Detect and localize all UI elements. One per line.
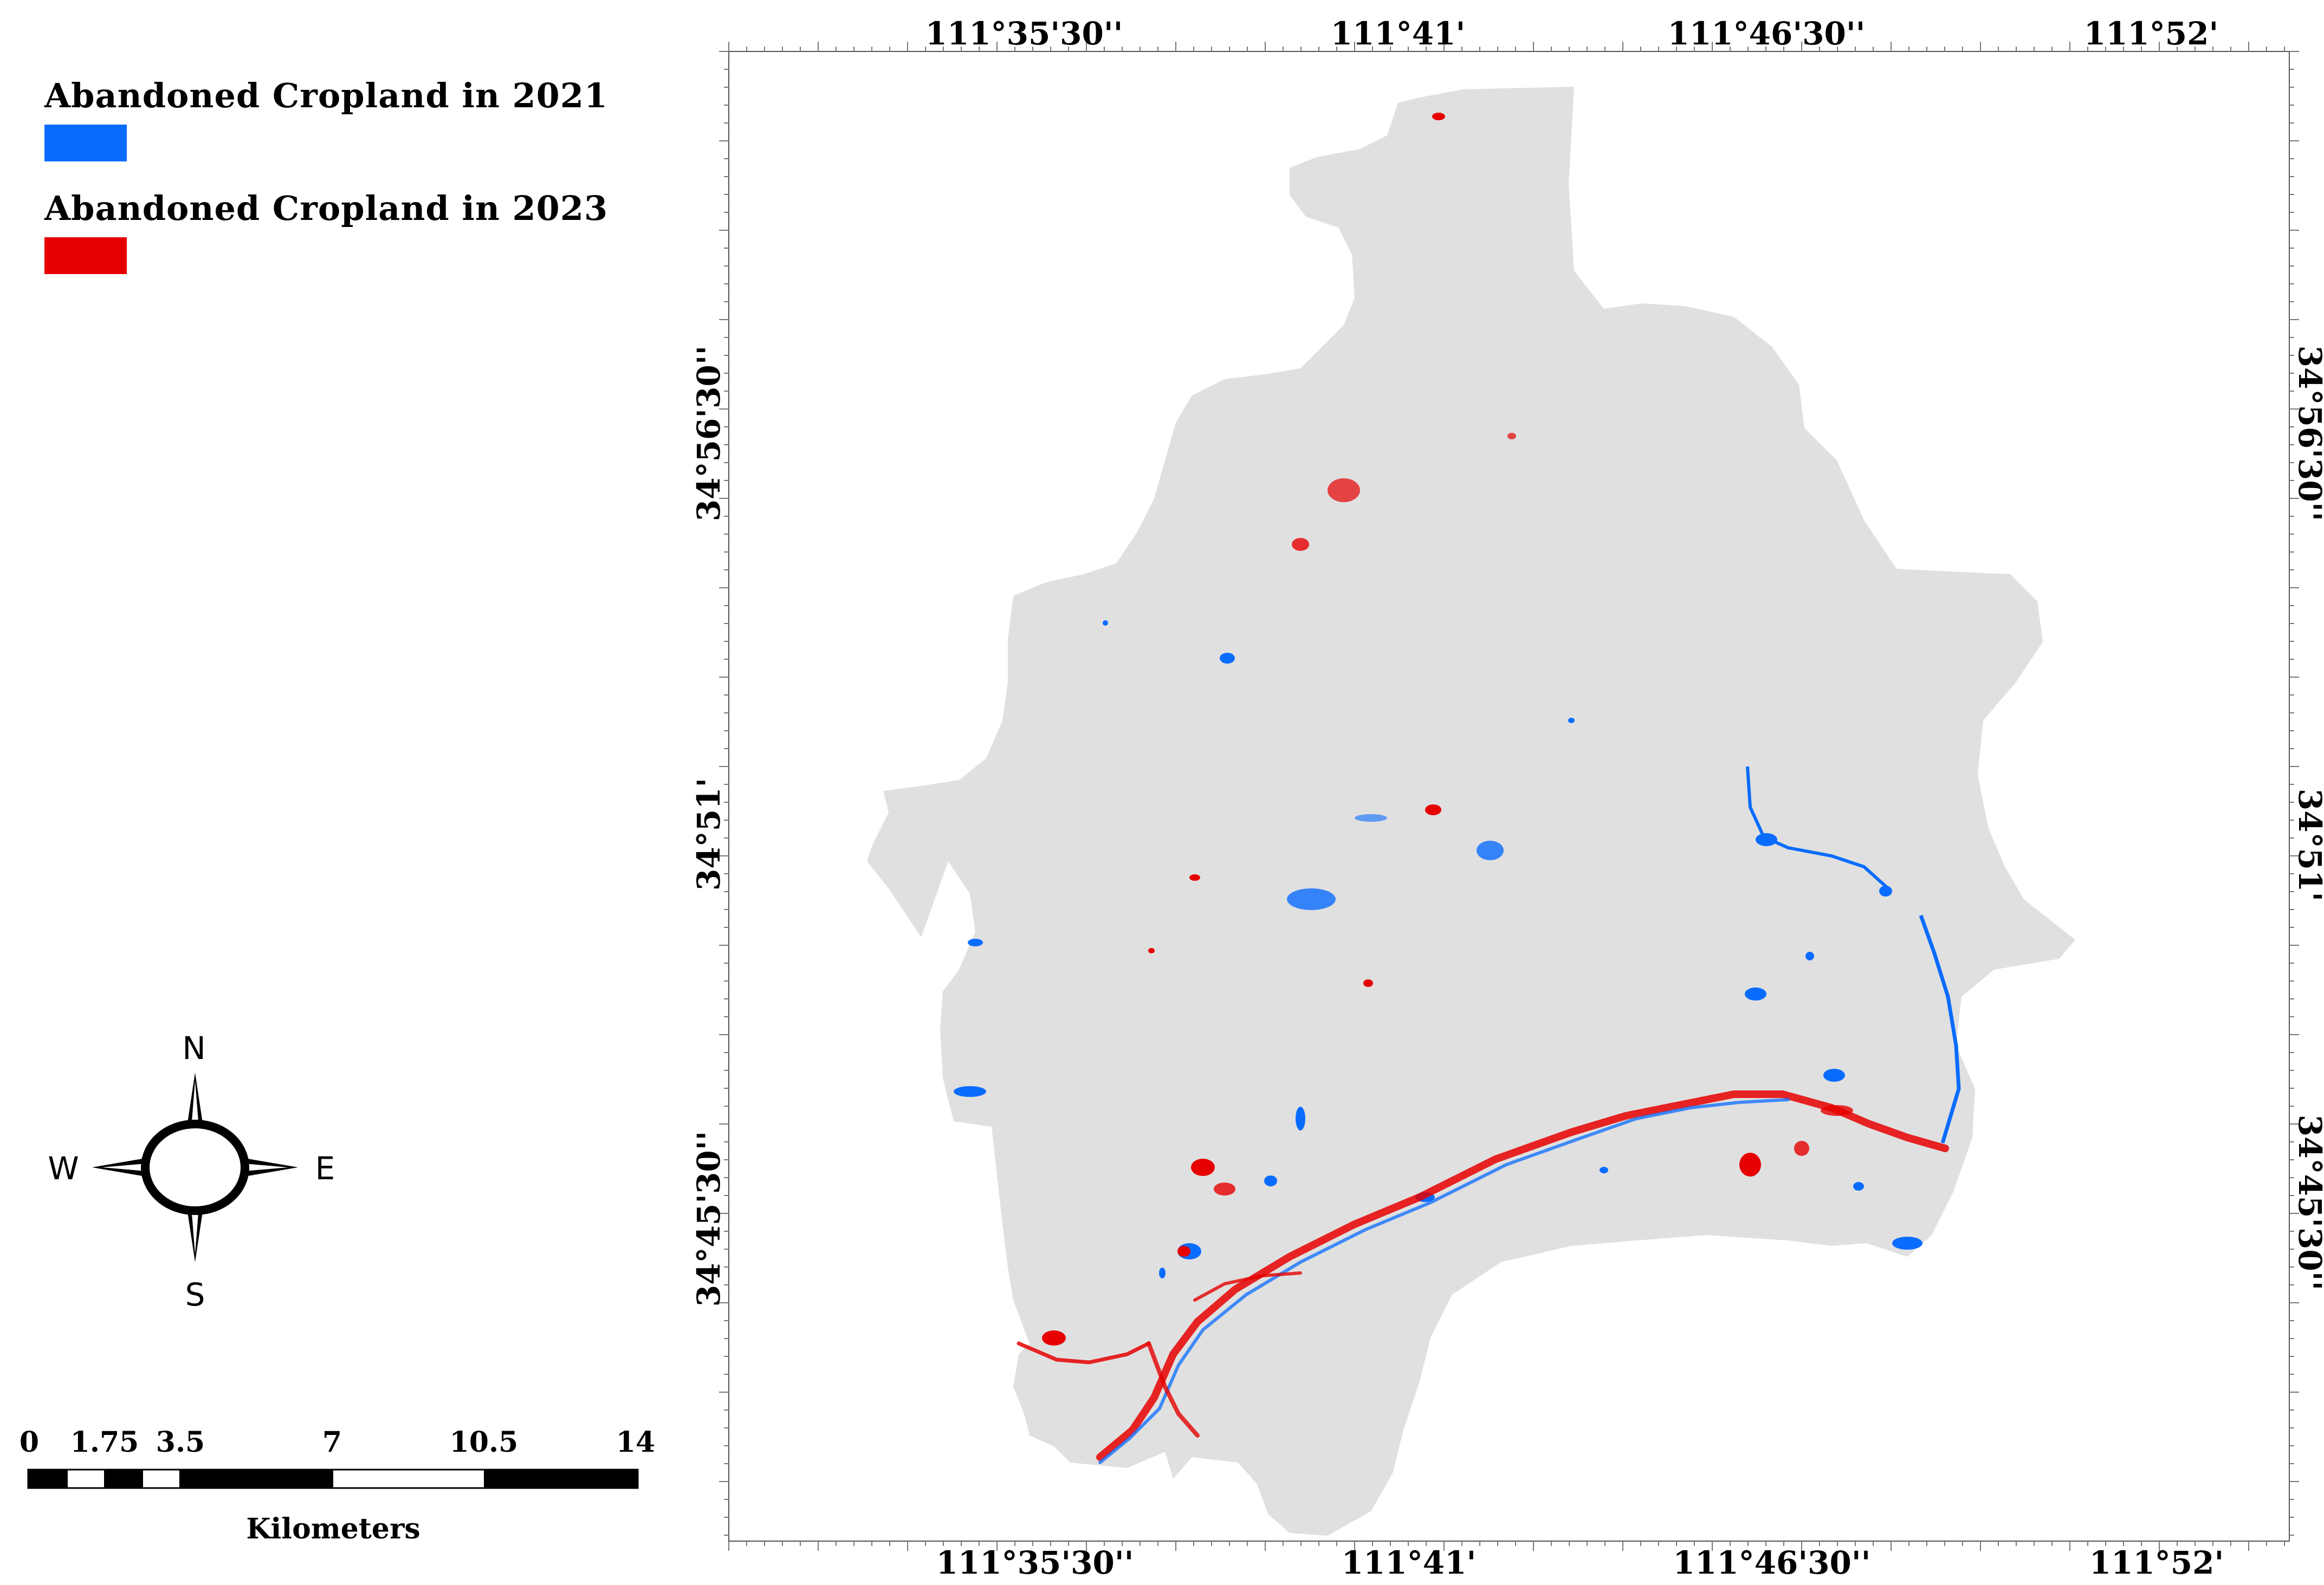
- compass-label-south: S: [185, 1276, 205, 1313]
- scale-bar-segment: [484, 1470, 638, 1488]
- red-patch: [1425, 804, 1441, 815]
- frame-ticks: [719, 42, 2299, 1551]
- compass-label-north: N: [182, 1030, 205, 1067]
- scale-bar-unit: Kilometers: [246, 1512, 420, 1545]
- red-patch: [1794, 1141, 1809, 1156]
- blue-patch: [1879, 886, 1892, 897]
- red-patch: [1214, 1183, 1235, 1196]
- blue-patch: [1892, 1237, 1922, 1250]
- compass-label-west: W: [48, 1150, 79, 1187]
- legend-swatch-2023: [44, 237, 127, 274]
- tick-label-top: 111°52': [2084, 15, 2219, 52]
- blue-stream-channel: [1746, 766, 1893, 893]
- scale-bar-segment: [104, 1470, 143, 1488]
- tick-label-top: 111°41': [1331, 15, 1466, 52]
- blue-patch: [1296, 1107, 1305, 1131]
- blue-patch: [1853, 1182, 1864, 1191]
- red-patch: [1177, 1246, 1190, 1257]
- blue-patch: [1103, 620, 1108, 626]
- blue-patch: [968, 939, 983, 946]
- river-blue: [1098, 1098, 1790, 1464]
- red-patch: [1507, 433, 1516, 439]
- compass-rose: N S E W: [48, 1030, 335, 1313]
- blue-patch: [1264, 1175, 1277, 1186]
- scale-bar-segment: [28, 1470, 68, 1488]
- blue-patch: [1287, 888, 1336, 910]
- blue-patch: [1159, 1268, 1166, 1278]
- blue-patch: [1477, 841, 1504, 860]
- study-area-region: [867, 87, 2075, 1536]
- abandoned-2023-patches: [1042, 113, 1853, 1346]
- legend-label-2021: Abandoned Cropland in 2021: [44, 76, 608, 115]
- legend-swatch-2021: [44, 125, 127, 161]
- blue-patch: [1756, 833, 1777, 846]
- compass-label-east: E: [315, 1150, 335, 1187]
- scale-bar-tick-label: 1.75: [70, 1426, 139, 1459]
- river-corridor: [1017, 1090, 1949, 1464]
- tick-label-top: 111°46'30'': [1668, 15, 1866, 52]
- graticule-bottom-labels: 111°35'30'' 111°41' 111°46'30'' 111°52': [936, 1544, 2224, 1581]
- tick-label-left: 34°45'30'': [690, 1131, 727, 1307]
- scale-bar-tick-label: 3.5: [156, 1426, 205, 1459]
- blue-patch: [1805, 952, 1814, 960]
- red-patch: [1432, 113, 1445, 120]
- tick-label-bottom: 111°52': [2089, 1544, 2224, 1581]
- red-patch: [1189, 874, 1200, 881]
- tick-label-right: 34°51': [2291, 789, 2324, 901]
- red-patch: [1292, 538, 1309, 551]
- red-patch: [1739, 1153, 1761, 1177]
- red-patch: [1328, 478, 1360, 502]
- red-patch: [1363, 979, 1373, 987]
- red-patch: [1148, 948, 1155, 953]
- scale-bar-segment: [179, 1470, 333, 1488]
- tick-label-bottom: 111°35'30'': [936, 1544, 1134, 1581]
- graticule-left-labels: 34°56'30'' 34°51' 34°45'30'': [690, 346, 727, 1307]
- red-patch: [1042, 1330, 1066, 1346]
- blue-patch: [954, 1086, 986, 1097]
- scale-bar-tick-label: 0: [20, 1426, 39, 1459]
- abandoned-2021-patches: [954, 620, 1961, 1278]
- compass-needle-west-inner: [102, 1164, 146, 1171]
- graticule-right-labels: 34°56'30'' 34°51' 34°45'30'': [2291, 346, 2324, 1290]
- red-patch: [1191, 1159, 1215, 1176]
- tick-label-top: 111°35'30'': [925, 15, 1123, 52]
- scale-bar-tick-label: 10.5: [450, 1426, 519, 1459]
- river-branch-lower: [1193, 1271, 1302, 1302]
- tick-label-left: 34°51': [690, 778, 727, 891]
- blue-patch: [1568, 718, 1575, 723]
- tick-label-right: 34°56'30'': [2291, 346, 2324, 521]
- tick-label-bottom: 111°46'30'': [1673, 1544, 1871, 1581]
- scale-bar: 0 1.75 3.5 7 10.5 14 Kilometers: [20, 1426, 655, 1545]
- scale-bar-tick-label: 7: [322, 1426, 342, 1459]
- map-frame: [728, 51, 2290, 1542]
- river-branch-west: [1017, 1341, 1151, 1365]
- graticule-top-labels: 111°35'30'' 111°41' 111°46'30'' 111°52': [925, 15, 2219, 52]
- compass-ring: [141, 1120, 249, 1215]
- compass-needle-east-inner: [244, 1164, 288, 1171]
- legend-label-2023: Abandoned Cropland in 2023: [44, 189, 608, 228]
- blue-patch: [1823, 1069, 1845, 1082]
- tick-label-bottom: 111°41': [1342, 1544, 1477, 1581]
- blue-patch: [1355, 814, 1387, 822]
- tick-label-left: 34°56'30'': [690, 346, 727, 521]
- blue-river-east: [1919, 914, 1961, 1144]
- scale-bar-tick-label: 14: [616, 1426, 655, 1459]
- river-red: [1096, 1090, 1949, 1461]
- blue-patch: [1220, 653, 1235, 664]
- blue-patch: [1745, 988, 1766, 1001]
- tick-label-right: 34°45'30'': [2291, 1115, 2324, 1290]
- blue-patch: [1600, 1167, 1608, 1173]
- river-branch-south: [1147, 1341, 1200, 1438]
